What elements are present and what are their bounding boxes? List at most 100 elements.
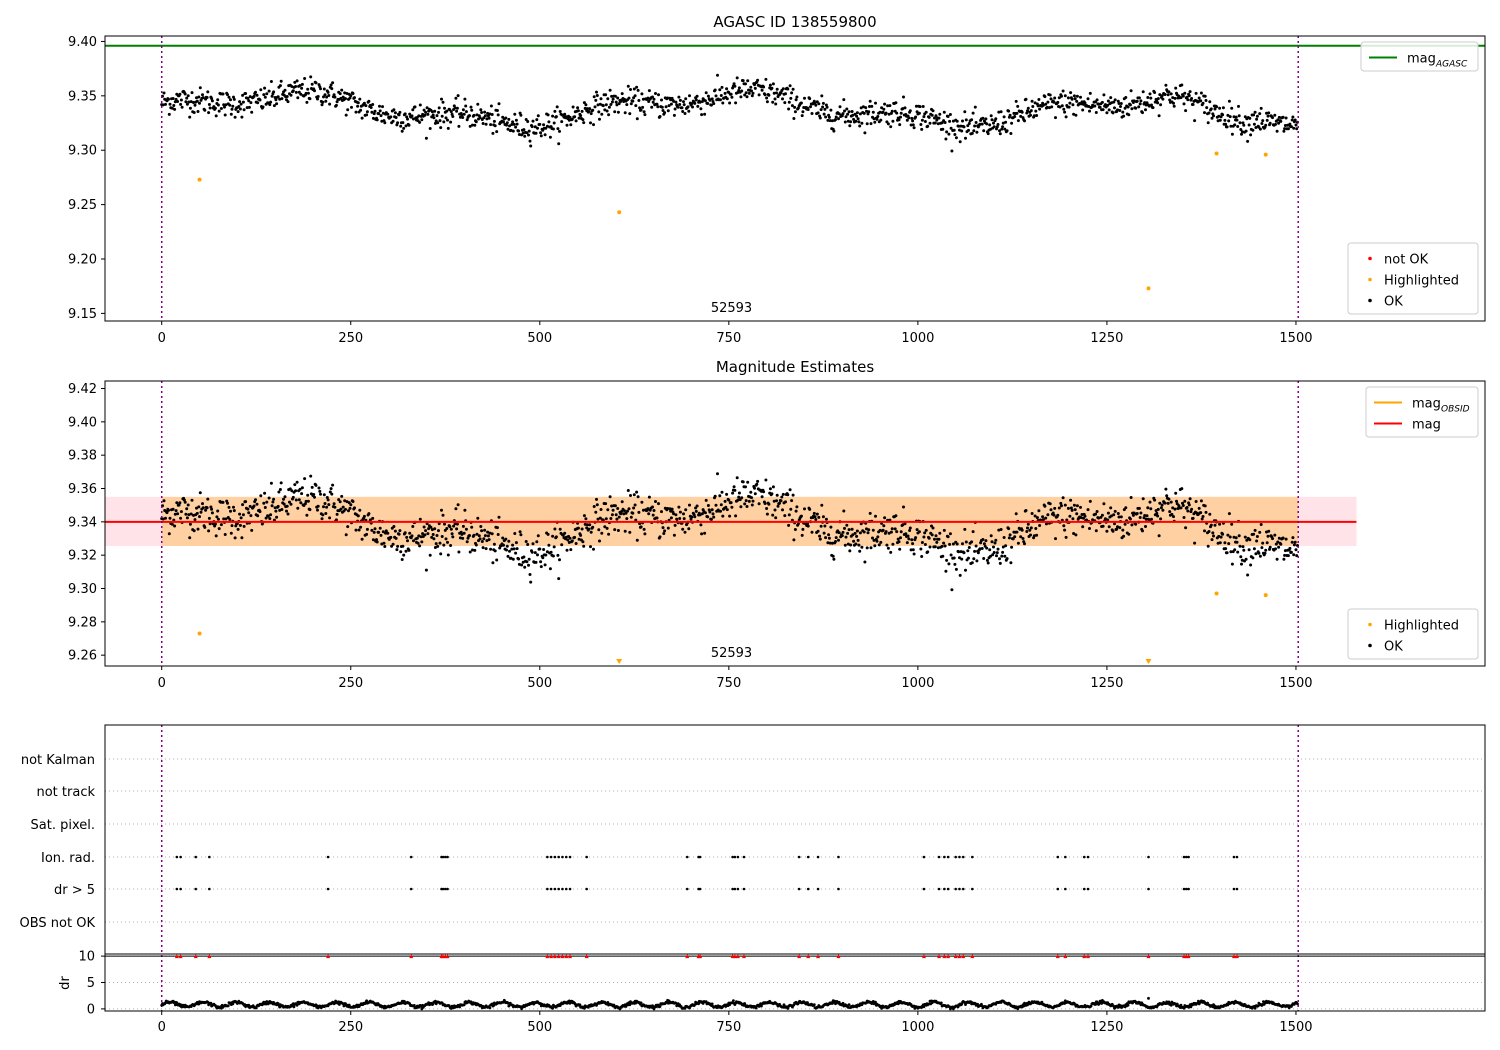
ok-point (544, 126, 548, 130)
ok-point (519, 113, 523, 117)
ok-point (565, 548, 569, 552)
ok-point (1166, 93, 1170, 97)
ok-point (1177, 504, 1181, 508)
ok-point (381, 105, 384, 109)
ok-point (713, 88, 717, 92)
ok-point (592, 95, 596, 99)
ok-point (1239, 555, 1243, 559)
ok-point (207, 529, 211, 533)
ok-point (594, 510, 598, 514)
ok-point (440, 114, 444, 118)
ok-point (401, 121, 405, 125)
ok-point (703, 531, 707, 535)
ok-point (495, 130, 499, 134)
ok-point (948, 542, 952, 546)
ok-point (720, 85, 724, 89)
ok-point (488, 112, 492, 116)
ok-point (721, 101, 725, 105)
ok-point (1023, 542, 1026, 546)
dr-point (488, 1006, 492, 1010)
y-tick-label: 9.15 (68, 307, 97, 322)
ok-point (1264, 548, 1268, 552)
ok-point (439, 126, 443, 130)
ok-point (282, 497, 285, 501)
ok-point (819, 524, 823, 528)
flag-event-marker (553, 887, 557, 891)
ok-point (475, 113, 479, 117)
ok-point (810, 530, 814, 534)
ok-point (723, 91, 727, 95)
dr-point (658, 1005, 662, 1008)
ok-point (601, 104, 605, 108)
ok-point (314, 81, 318, 85)
ok-point (229, 112, 233, 116)
ok-point (629, 88, 632, 91)
ok-point (1083, 101, 1087, 105)
dr-exceeded-marker (1234, 954, 1239, 959)
ok-point (1217, 534, 1221, 538)
ok-point (613, 504, 617, 508)
ok-point (740, 496, 744, 500)
ok-point (495, 109, 499, 112)
ok-point (607, 113, 611, 117)
ok-point (1173, 507, 1177, 511)
ok-point (432, 537, 436, 541)
ok-point (395, 548, 399, 552)
ok-point (529, 144, 533, 148)
ok-point (739, 95, 743, 99)
ok-point (1129, 89, 1133, 93)
ok-point (608, 495, 612, 499)
ok-point (972, 129, 976, 133)
ok-point (1252, 113, 1256, 117)
ok-point (595, 497, 598, 501)
ok-point (333, 95, 337, 99)
ok-point (849, 120, 853, 124)
ok-point (952, 556, 956, 560)
ok-point (1204, 510, 1208, 514)
ok-point (886, 104, 890, 108)
ok-point (948, 119, 952, 123)
ok-point (244, 500, 248, 504)
ok-point (337, 498, 341, 502)
x-tick-label: 750 (716, 1020, 741, 1035)
ok-point (947, 562, 951, 566)
dr-exceeded-marker (942, 954, 947, 959)
ok-point (298, 487, 302, 491)
ok-point (263, 506, 267, 509)
ok-point (541, 556, 545, 560)
ok-point (931, 526, 935, 530)
ok-point (1137, 96, 1141, 100)
ok-point (456, 503, 460, 507)
ok-point (441, 513, 445, 517)
ok-point (678, 103, 682, 106)
ok-point (174, 509, 178, 513)
dr-exceeded-marker (556, 954, 561, 959)
ok-point (346, 525, 350, 529)
ok-point (953, 133, 957, 136)
ok-point (433, 527, 437, 531)
ok-point (998, 132, 1002, 136)
ok-point (791, 493, 795, 497)
ok-point (554, 535, 558, 539)
ok-point (971, 111, 975, 115)
ok-point (589, 530, 593, 534)
ok-point (938, 112, 942, 116)
ok-point (351, 92, 355, 95)
ok-point (647, 495, 651, 499)
ok-point (1225, 551, 1229, 555)
ok-point (629, 515, 633, 519)
ok-point (544, 553, 548, 557)
ok-point (489, 547, 493, 551)
ok-point (437, 529, 440, 533)
ok-point (964, 568, 967, 572)
ok-point (197, 505, 201, 509)
ok-point (356, 104, 360, 108)
ok-point (309, 75, 313, 79)
ok-point (1041, 103, 1045, 107)
dr-point (652, 1007, 656, 1011)
ok-point (557, 142, 561, 146)
ok-point (920, 555, 924, 558)
ok-point (522, 555, 526, 559)
ok-point (989, 114, 993, 118)
ok-point (1271, 116, 1274, 120)
